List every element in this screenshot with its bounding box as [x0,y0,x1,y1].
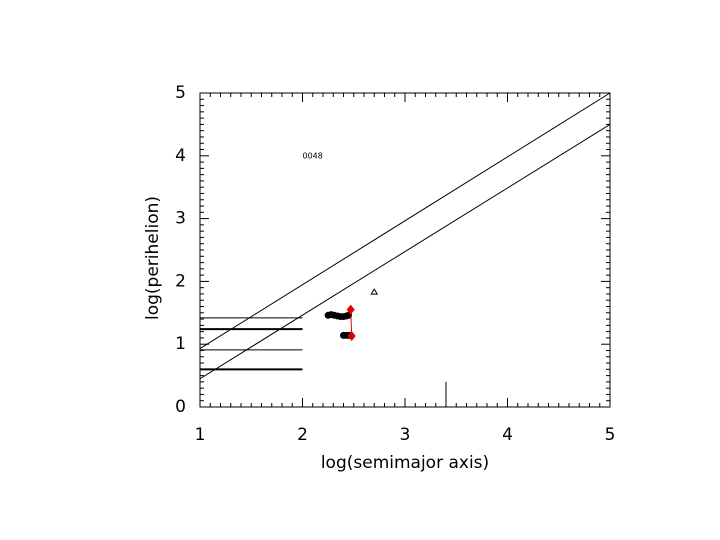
x-tick-label: 2 [297,425,308,445]
point [347,331,356,342]
x-tick-label: 3 [400,425,411,445]
point [346,304,355,315]
x-tick-label: 5 [605,425,616,445]
y-tick-label: 5 [175,83,186,103]
point [370,288,379,295]
y-tick-label: 2 [175,271,186,291]
x-tick-label: 4 [502,425,513,445]
y-tick-label: 1 [175,334,186,354]
series-line [199,92,611,350]
y-axis-label: log(perihelion) [143,196,163,320]
y-tick-label: 0 [175,397,186,417]
x-axis-label: log(semimajor axis) [321,453,489,473]
y-tick-label: 4 [175,146,186,166]
series-line [199,123,611,380]
annotation: 0048 [303,151,323,160]
y-tick-label: 3 [175,209,186,229]
plot-frame [199,92,611,408]
x-tick-label: 1 [195,425,206,445]
